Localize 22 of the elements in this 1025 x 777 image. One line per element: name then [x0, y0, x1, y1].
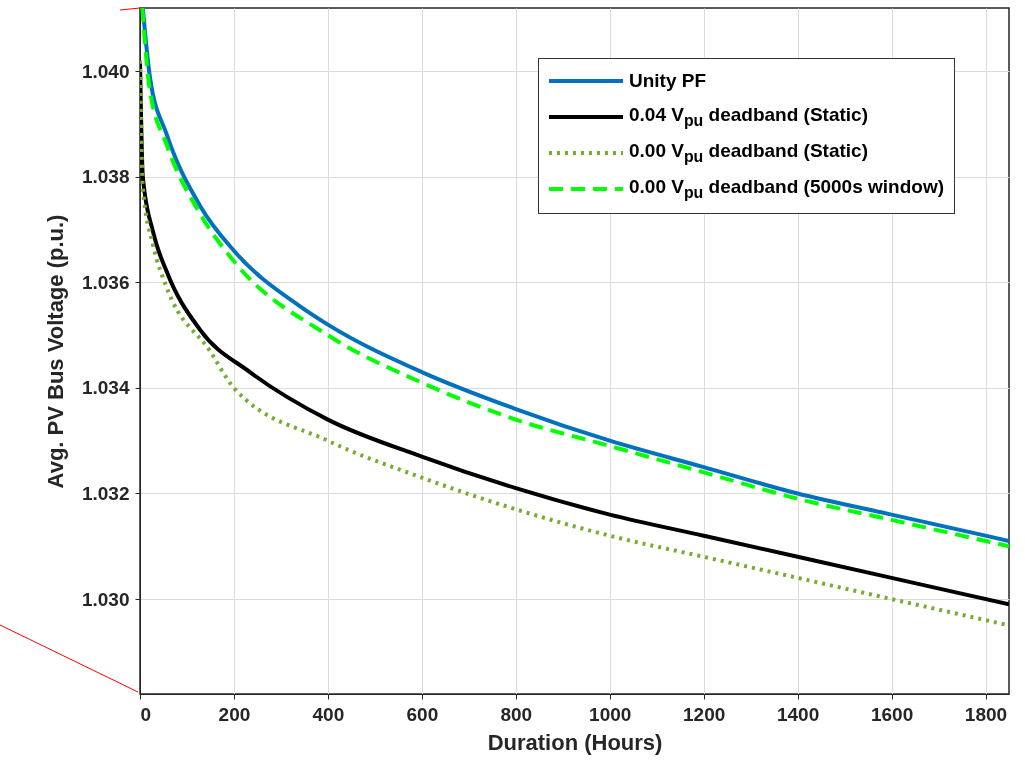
x-tick-label: 800 [500, 703, 533, 725]
legend-label: 0.04 V$_{pu}$ deadband (Static) [629, 104, 868, 130]
x-tick-label: 600 [406, 703, 439, 725]
x-tick-label: 1000 [589, 703, 632, 725]
y-tick-label: 1.038 [81, 166, 130, 188]
legend-label: Unity PF [629, 70, 707, 92]
y-tick-label: 1.030 [81, 588, 130, 610]
x-tick-label: 200 [218, 703, 251, 725]
x-tick-label: 0 [140, 703, 152, 725]
x-tick-label: 1600 [870, 703, 914, 725]
legend-label: 0.00 V$_{pu}$ deadband (5000s window) [629, 176, 944, 202]
y-tick-label: 1.040 [81, 60, 130, 82]
y-axis-title: Avg. PV Bus Voltage (p.u.) [42, 214, 68, 489]
y-tick-label: 1.034 [81, 377, 130, 399]
x-tick-label: 1800 [964, 703, 1008, 725]
x-tick-label: 1200 [683, 703, 726, 725]
legend-label: 0.00 V$_{pu}$ deadband (Static) [629, 140, 868, 166]
x-tick-label: 1400 [776, 703, 820, 725]
x-axis-title: Duration (Hours) [487, 729, 663, 755]
x-tick-label: 400 [312, 703, 345, 725]
y-tick-label: 1.036 [81, 271, 130, 293]
y-tick-label: 1.032 [81, 482, 130, 504]
